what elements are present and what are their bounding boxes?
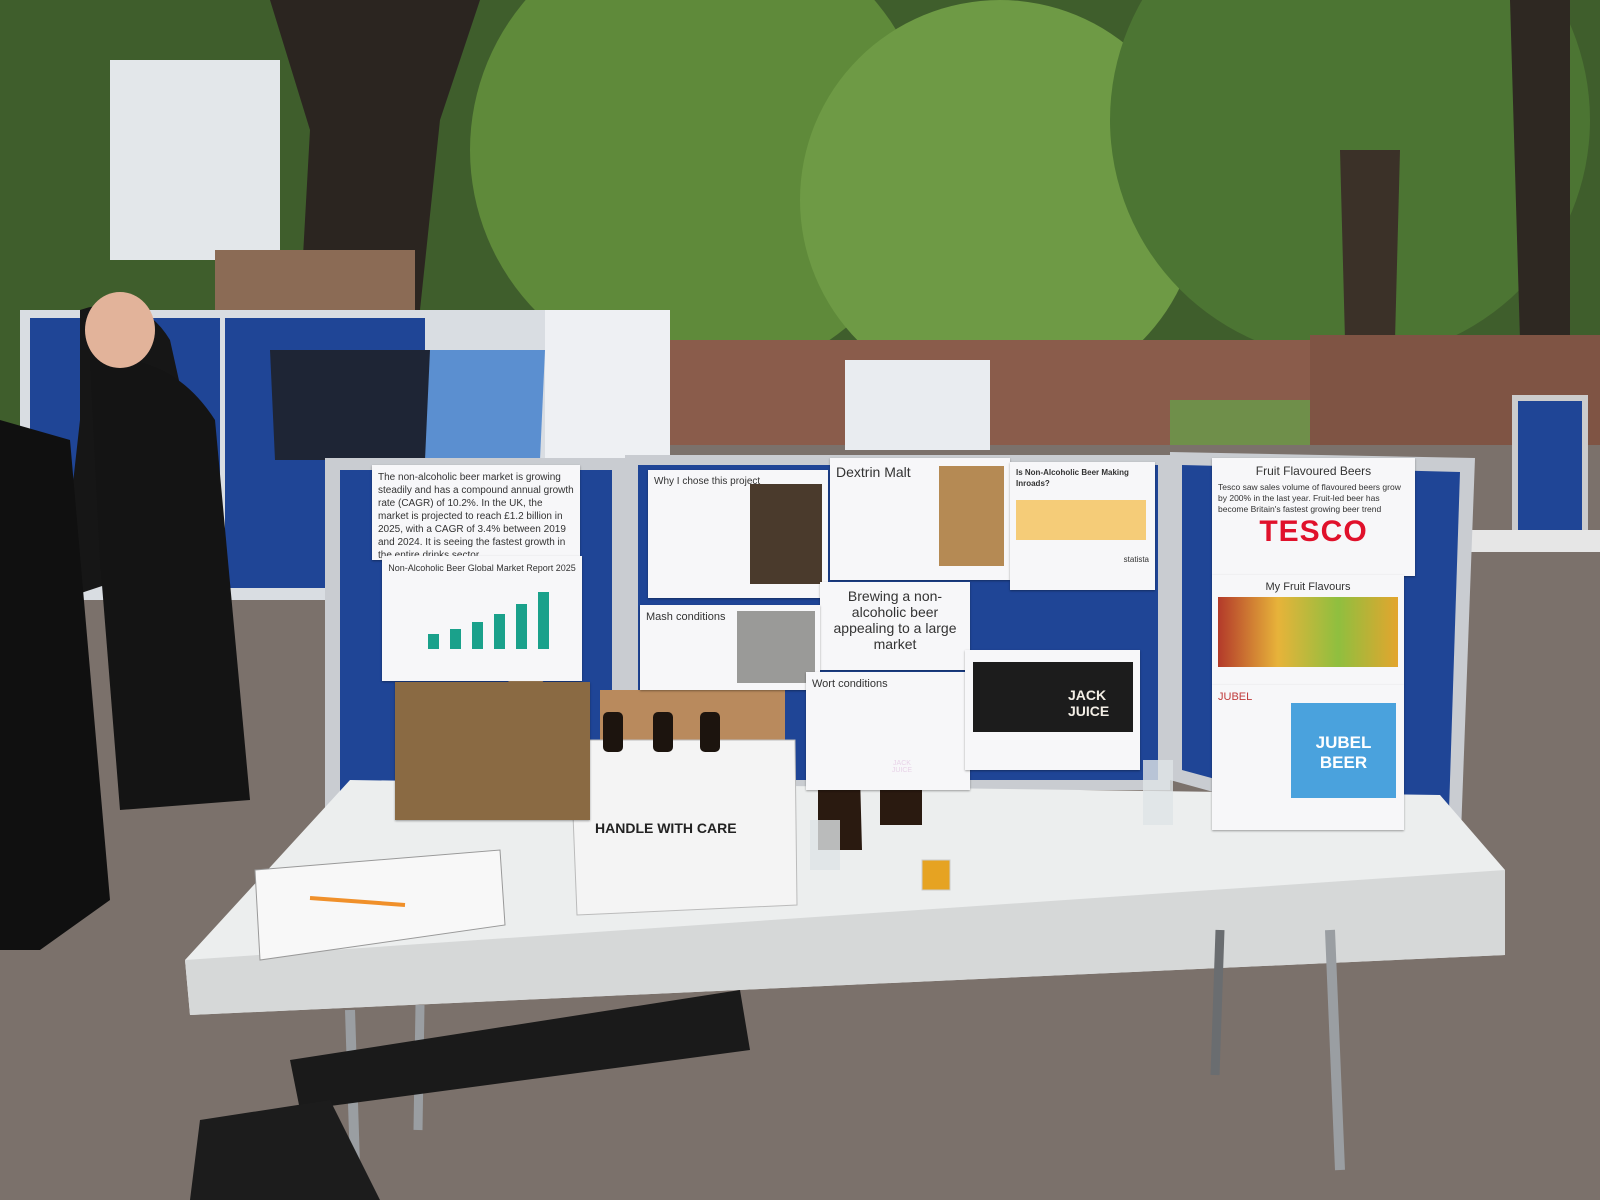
person-head bbox=[85, 292, 155, 368]
photo-malt bbox=[939, 466, 1004, 566]
distant-board bbox=[845, 360, 990, 450]
chart-image bbox=[428, 592, 549, 650]
poster-why: Why I chose this project bbox=[648, 470, 828, 598]
why-title: Why I chose this project bbox=[654, 476, 761, 487]
cup-juice bbox=[921, 859, 951, 891]
chart-bar bbox=[538, 592, 549, 650]
photo-mash bbox=[737, 611, 815, 683]
pencil bbox=[309, 896, 406, 907]
chart-title: Non-Alcoholic Beer Global Market Report … bbox=[388, 563, 576, 573]
box-label: HANDLE WITH CARE bbox=[595, 820, 737, 836]
side-table bbox=[1470, 530, 1600, 552]
poster-dextrin: Dextrin Malt bbox=[830, 458, 1010, 580]
tree-canopy bbox=[470, 0, 930, 380]
side-board bbox=[1512, 395, 1588, 546]
chart-bar bbox=[494, 614, 505, 650]
poster-juice: JACK JUICE bbox=[965, 650, 1140, 770]
house bbox=[215, 250, 415, 310]
table-leg bbox=[1325, 929, 1345, 1171]
wort-title: Wort conditions bbox=[812, 678, 888, 690]
fruit-text: Tesco saw sales volume of flavoured beer… bbox=[1218, 482, 1401, 515]
statista-title: Is Non-Alcoholic Beer Making Inroads? bbox=[1016, 468, 1129, 488]
bottle-in-box bbox=[603, 712, 623, 752]
tesco-logo: TESCO bbox=[1259, 515, 1368, 549]
bottle-label: JACK JUICE bbox=[891, 760, 913, 774]
statista-source: statista bbox=[1123, 554, 1149, 564]
photo-people bbox=[750, 484, 822, 584]
cup-stack bbox=[1143, 760, 1173, 825]
poster-fruit: Fruit Flavoured Beers Tesco saw sales vo… bbox=[1212, 458, 1415, 576]
photo-brewing bbox=[395, 682, 590, 820]
tree-trunk bbox=[270, 0, 480, 310]
poster-market: The non-alcoholic beer market is growing… bbox=[372, 465, 580, 560]
chart-bar bbox=[428, 634, 439, 650]
photo-fruit bbox=[1218, 597, 1398, 667]
poster-wort: Wort conditions bbox=[806, 672, 970, 790]
poster-mash: Mash conditions bbox=[640, 605, 820, 690]
mash-title: Mash conditions bbox=[646, 611, 726, 623]
bag bbox=[290, 990, 750, 1110]
sky bbox=[110, 60, 280, 260]
statista-bars bbox=[1016, 499, 1146, 540]
person bbox=[270, 350, 445, 460]
person bbox=[90, 358, 250, 810]
person bbox=[0, 420, 110, 950]
chart-bar bbox=[450, 629, 461, 650]
my-fruit-title: My Fruit Flavours bbox=[1265, 581, 1351, 593]
tree-canopy bbox=[800, 0, 1200, 400]
tree-trunk bbox=[1340, 150, 1400, 340]
statista-chart bbox=[1016, 499, 1146, 540]
fruit-title: Fruit Flavoured Beers bbox=[1255, 464, 1372, 478]
tree-trunk bbox=[1510, 0, 1570, 340]
dextrin-title: Dextrin Malt bbox=[836, 464, 911, 480]
person bbox=[425, 350, 545, 460]
table-leg bbox=[1210, 929, 1225, 1076]
back-posters bbox=[545, 310, 670, 460]
poster-statista: Is Non-Alcoholic Beer Making Inroads? st… bbox=[1010, 462, 1155, 590]
poster-main: Brewing a non-alcoholic beer appealing t… bbox=[820, 582, 970, 670]
jubel-can: JUBEL BEER bbox=[1291, 703, 1396, 798]
juice-label: JACK JUICE bbox=[973, 662, 1133, 732]
bottle-in-box bbox=[653, 712, 673, 752]
table-edge bbox=[185, 870, 1505, 1015]
chart-bar bbox=[472, 622, 483, 650]
poster-my-fruit: My Fruit Flavours bbox=[1212, 575, 1404, 685]
lawn bbox=[1170, 400, 1310, 450]
jubel-title: JUBEL bbox=[1218, 691, 1253, 703]
main-title: Brewing a non-alcoholic beer appealing t… bbox=[833, 588, 957, 652]
poster-jubel: JUBEL JUBEL BEER bbox=[1212, 685, 1404, 830]
bottle-in-box bbox=[700, 712, 720, 752]
backpack bbox=[190, 1100, 380, 1200]
cup bbox=[810, 820, 840, 870]
market-text: The non-alcoholic beer market is growing… bbox=[378, 472, 574, 560]
poster-market-chart: Non-Alcoholic Beer Global Market Report … bbox=[382, 556, 582, 681]
chart-bar bbox=[516, 604, 527, 650]
